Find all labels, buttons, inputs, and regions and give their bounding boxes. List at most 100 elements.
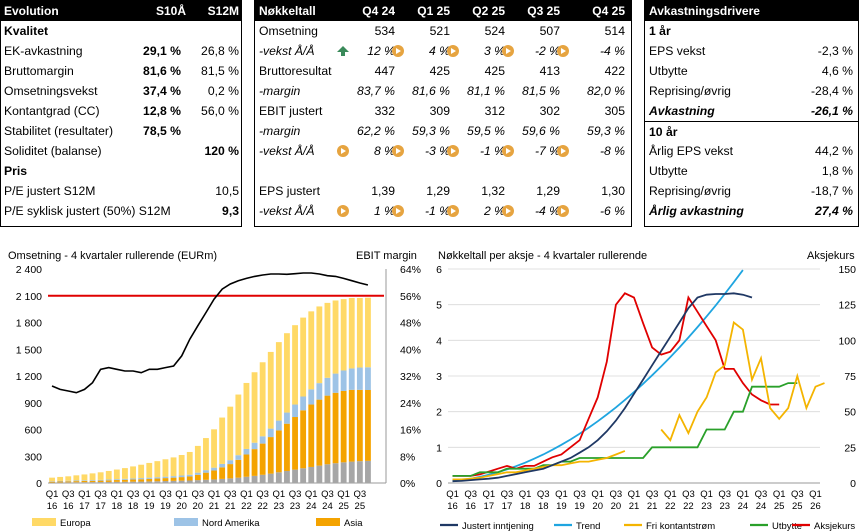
chart1-xtick-year: 25 — [338, 501, 349, 512]
col-q1-25: Q1 25 — [417, 4, 450, 18]
chart1-bar-asia — [227, 464, 234, 479]
chart2-xtick-year: 22 — [665, 501, 676, 512]
drivere-row-label: Utbytte — [649, 64, 688, 78]
chart1-bar-europa — [211, 429, 217, 468]
nokkeltall-value: 425 — [484, 64, 505, 78]
chart1-bar-øvrig — [130, 481, 136, 483]
chart1-bar-europa — [267, 351, 274, 429]
chart1-xtick-quarter: Q3 — [289, 489, 302, 500]
chart2-ytick-right: 100 — [838, 335, 856, 347]
chart1-bar-europa — [162, 459, 169, 477]
nokkeltall-value: -4 % — [534, 204, 560, 218]
chart1-bar-europa — [219, 417, 226, 464]
chart2-xtick-year: 21 — [629, 501, 640, 512]
chart1-bar-nord-amerika — [316, 383, 323, 400]
chart1-ytick-left: 300 — [24, 451, 42, 463]
chart1-bar-øvrig — [162, 481, 169, 483]
chart1-bar-nord-amerika — [138, 478, 145, 480]
chart1-bar-asia — [105, 480, 112, 482]
chart1-bar-nord-amerika — [243, 448, 250, 455]
arrow-right-icon — [502, 145, 514, 157]
chart1-xtick-quarter: Q1 — [78, 489, 91, 500]
evolution-row-omsetningsvekst: Omsetningsvekst 37,4 % 0,2 % — [1, 81, 241, 101]
drivere-row-10-år: 10 år — [645, 121, 858, 141]
chart1-bar-øvrig — [251, 475, 258, 483]
nokkeltall-value: -7 % — [534, 144, 560, 158]
chart1-ytick-left: 600 — [24, 425, 42, 437]
chart2-legend-label: Trend — [576, 521, 600, 531]
chart2-legend-label: Aksjekurs — [814, 521, 855, 531]
chart1-xtick-year: 18 — [128, 501, 139, 512]
chart1-bar-europa — [316, 306, 323, 384]
chart1-bar-nord-amerika — [251, 442, 258, 450]
evolution-section-pris: Pris — [1, 161, 241, 181]
chart1-xtick-quarter: Q3 — [256, 489, 269, 500]
chart1-bar-nord-amerika — [113, 479, 120, 481]
chart1-xtick-year: 19 — [160, 501, 171, 512]
drivere-row-label: Årlig avkastning — [649, 204, 744, 218]
chart1-bar-europa — [178, 455, 185, 476]
chart1-xtick-quarter: Q3 — [159, 489, 172, 500]
col-q4-25: Q4 25 — [592, 4, 625, 18]
chart2-xtick-quarter: Q1 — [519, 489, 532, 500]
nokkeltall-value: -6 % — [599, 204, 625, 218]
nokkeltall-row: Bruttoresultat 447 425 425 413 422 — [255, 61, 631, 81]
drivere-row-value: 27,4 % — [815, 204, 853, 218]
chart1-xtick-quarter: Q1 — [240, 489, 253, 500]
chart2-xtick-quarter: Q3 — [646, 489, 659, 500]
evolution-row-p-e-syklisk-justert-50-s12m: P/E syklisk justert (50%) S12M 9,3 — [1, 201, 241, 221]
chart2-xtick-quarter: Q1 — [628, 489, 641, 500]
chart1-xtick-year: 24 — [322, 501, 333, 512]
nokkeltall-value: 1 % — [373, 204, 395, 218]
chart2-xtick-year: 24 — [756, 501, 767, 512]
nokkeltall-value: 447 — [374, 64, 395, 78]
evolution-col-s10a: S10Å — [155, 4, 186, 18]
arrow-right-icon — [337, 205, 349, 217]
chart1-bar-nord-amerika — [146, 477, 153, 479]
chart1-bar-øvrig — [292, 469, 298, 483]
chart1-bar-øvrig — [332, 463, 339, 483]
chart1-bar-europa — [154, 461, 161, 478]
chart1-ytick-right: 40% — [400, 344, 421, 356]
chart2-xtick-year: 20 — [592, 501, 603, 512]
chart1-bar-asia — [348, 389, 355, 462]
chart1-bar-nord-amerika — [275, 420, 282, 431]
nokkeltall-header: Nøkkeltall Q4 24 Q1 25 Q2 25 Q3 25 Q4 25 — [255, 1, 631, 21]
chart2-xtick-quarter: Q1 — [773, 489, 786, 500]
arrow-right-icon — [502, 205, 514, 217]
drivere-rows: 1 år EPS vekst -2,3 % Utbytte 4,6 % Reprising… — [645, 21, 858, 221]
drivere-row-value: 44,2 % — [815, 144, 853, 158]
drivere-row-label: Årlig EPS vekst — [649, 144, 733, 158]
nokkeltall-value: 309 — [429, 104, 450, 118]
nokkeltall-value: 302 — [539, 104, 560, 118]
arrow-right-icon — [557, 45, 569, 57]
chart1-bar-asia — [243, 454, 250, 477]
chart1-xtick-year: 21 — [225, 501, 236, 512]
evolution-s12m-value: 9,3 — [222, 204, 239, 218]
drivere-row-reprising-øvrig: Reprising/øvrig -28,4 % — [645, 81, 858, 101]
chart1-bar-asia — [49, 481, 55, 483]
evolution-row-label: Bruttomargin — [4, 64, 74, 78]
chart1-bar-asia — [65, 481, 72, 483]
chart1-ebit-margin-line — [51, 272, 369, 394]
chart1-bar-europa — [138, 464, 145, 479]
chart1-bar-europa — [332, 300, 339, 374]
chart2-xtick-year: 23 — [719, 501, 730, 512]
chart1-title: Omsetning - 4 kvartaler rullerende (EURm… — [8, 250, 217, 262]
chart1-ytick-left: 1 200 — [16, 371, 42, 383]
chart2-legend-label: Utbytte — [772, 521, 802, 531]
evolution-rows: Kvalitet EK-avkastning 29,1 % 26,8 % Bruttom… — [1, 21, 241, 221]
chart1-xtick-quarter: Q3 — [62, 489, 75, 500]
chart1-ytick-right: 48% — [400, 318, 421, 330]
evolution-s12m-value: 120 % — [204, 144, 239, 158]
evolution-panel: Evolution S10Å S12M Kvalitet EK-avkastnin… — [0, 0, 242, 227]
nokkeltall-value: 422 — [604, 64, 625, 78]
drivere-row-value: -28,4 % — [810, 84, 853, 98]
chart1-bar-asia — [122, 479, 128, 482]
chart1-bar-asia — [300, 410, 307, 469]
chart1-bar-europa — [194, 445, 201, 473]
chart2-xtick-year: 26 — [810, 501, 821, 512]
nokkeltall-value: 59,5 % — [467, 124, 505, 138]
chart1-legend-swatch — [174, 518, 198, 526]
chart1-bar-europa — [324, 302, 331, 378]
